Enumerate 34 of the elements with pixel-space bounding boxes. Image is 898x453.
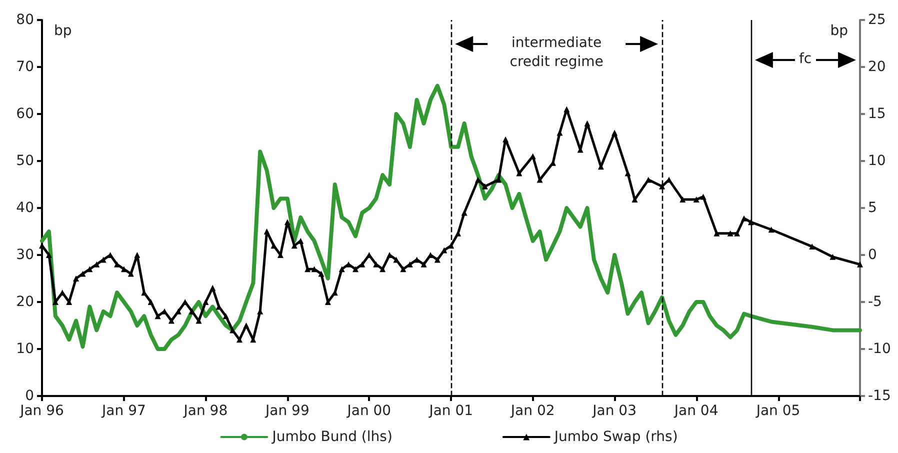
y2-tick-label: 15: [868, 106, 886, 122]
x-tick-label: Jan 03: [592, 403, 637, 419]
x-tick-label: Jan 98: [182, 403, 228, 419]
x-tick-label: Jan 01: [428, 403, 474, 419]
x-tick-label: Jan 99: [264, 403, 310, 419]
y-tick-label: 40: [16, 200, 34, 216]
y2-tick-label: 20: [868, 59, 886, 75]
y2-tick-label: -5: [868, 294, 882, 310]
y-tick-label: 0: [25, 388, 34, 404]
y2-tick-label: 10: [868, 153, 886, 169]
y2-tick-label: 0: [868, 247, 877, 263]
x-tick-label: Jan 96: [19, 403, 64, 419]
y2-tick-label: -10: [868, 341, 891, 357]
y2-tick-label: 5: [868, 200, 877, 216]
y-axis-title: bp: [54, 23, 72, 39]
x-tick-label: Jan 00: [346, 403, 392, 419]
y-tick-label: 20: [16, 294, 34, 310]
annotation: intermediate credit regime: [508, 34, 604, 72]
y-tick-label: 80: [16, 12, 34, 28]
legend-label: Jumbo Bund (lhs): [271, 429, 392, 445]
y2-axis-title: bp: [830, 23, 848, 39]
y-tick-label: 60: [16, 106, 34, 122]
x-tick-label: Jan 04: [673, 403, 718, 419]
x-tick-label: Jan 02: [510, 403, 555, 419]
annotation: fc: [798, 50, 812, 69]
legend-label: Jumbo Swap (rhs): [553, 429, 678, 445]
y-tick-label: 70: [16, 59, 34, 75]
x-tick-label: Jan 97: [101, 403, 146, 419]
y-tick-label: 50: [16, 153, 34, 169]
y2-tick-label: 25: [868, 12, 886, 28]
y-tick-label: 30: [16, 247, 34, 263]
y2-tick-label: -15: [868, 388, 891, 404]
x-tick-label: Jan 05: [755, 403, 800, 419]
y-tick-label: 10: [16, 341, 34, 357]
